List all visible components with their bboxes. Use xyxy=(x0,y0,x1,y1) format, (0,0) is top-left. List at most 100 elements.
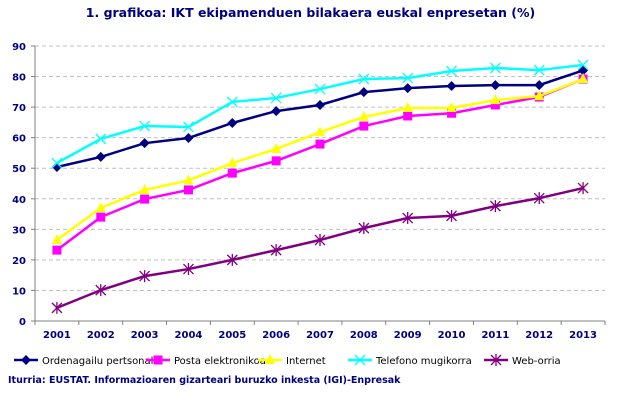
data-point-internet xyxy=(271,142,282,153)
data-point-internet xyxy=(402,102,413,113)
data-point-telefono-mugikorra xyxy=(270,92,282,104)
legend-label-posta-elektronikoa: Posta elektronikoa xyxy=(174,356,266,367)
data-point-posta-elektronikoa xyxy=(52,245,62,255)
y-tick-label: 60 xyxy=(12,134,26,145)
data-point-telefono-mugikorra xyxy=(95,133,107,145)
data-point-internet xyxy=(95,201,106,212)
data-point-telefono-mugikorra xyxy=(533,64,545,76)
x-tick-label: 2008 xyxy=(350,330,378,341)
legend-marker-telefono-mugikorra xyxy=(354,354,366,366)
data-point-internet xyxy=(358,110,369,121)
data-point-telefono-mugikorra xyxy=(226,96,238,108)
data-point-internet xyxy=(578,73,589,83)
y-tick-label: 90 xyxy=(12,42,26,53)
data-point-internet xyxy=(183,174,194,185)
series-line-ordenagailu-pertsonala xyxy=(56,69,584,169)
y-tick-label: 80 xyxy=(12,73,26,84)
data-point-ordenagailu-pertsonala xyxy=(271,106,282,117)
data-point-posta-elektronikoa xyxy=(447,108,457,118)
data-point-web-orria xyxy=(358,222,370,235)
data-point-posta-elektronikoa xyxy=(227,168,237,178)
x-tick-label: 2006 xyxy=(262,330,290,341)
x-tick-label: 2003 xyxy=(131,330,159,341)
y-tick-label: 40 xyxy=(12,195,26,206)
legend-label-ordenagailu-pertsonala: Ordenagailu pertsonala xyxy=(42,356,160,367)
data-point-internet xyxy=(227,157,238,168)
data-point-ordenagailu-pertsonala xyxy=(139,138,150,149)
data-point-telefono-mugikorra xyxy=(577,59,589,71)
data-point-internet xyxy=(490,94,501,105)
legend-marker-posta-elektronikoa xyxy=(153,355,163,365)
legend-label-telefono-mugikorra: Telefono mugikorra xyxy=(375,356,472,367)
x-tick-label: 2012 xyxy=(525,330,553,341)
data-point-telefono-mugikorra xyxy=(446,65,457,77)
x-tick-label: 2007 xyxy=(306,330,334,341)
data-point-ordenagailu-pertsonala xyxy=(402,83,413,94)
data-point-posta-elektronikoa xyxy=(403,111,413,121)
chart-title: 1. grafikoa: IKT ekipamenduen bilakaera … xyxy=(85,5,536,20)
data-point-web-orria xyxy=(402,212,414,225)
y-tick-label: 30 xyxy=(12,225,26,236)
x-tick-label: 2009 xyxy=(394,330,422,341)
data-point-posta-elektronikoa xyxy=(359,121,369,131)
data-point-web-orria xyxy=(489,200,501,213)
legend-label-internet: Internet xyxy=(286,356,326,367)
data-point-ordenagailu-pertsonala xyxy=(315,99,325,110)
data-point-telefono-mugikorra xyxy=(51,157,63,169)
y-tick-label: 50 xyxy=(12,164,26,175)
data-point-web-orria xyxy=(314,234,326,247)
data-point-web-orria xyxy=(183,263,194,276)
data-point-telefono-mugikorra xyxy=(358,73,370,85)
y-tick-label: 10 xyxy=(12,286,26,297)
data-point-web-orria xyxy=(95,284,107,297)
legend-label-web-orria: Web-orria xyxy=(512,356,561,367)
y-tick-label: 20 xyxy=(12,256,26,267)
x-tick-label: 2001 xyxy=(43,330,71,341)
data-point-web-orria xyxy=(226,253,238,266)
series-line-web-orria xyxy=(56,186,584,310)
data-point-web-orria xyxy=(270,244,282,257)
data-point-telefono-mugikorra xyxy=(489,62,501,74)
y-tick-label: 70 xyxy=(12,103,26,114)
data-point-telefono-mugikorra xyxy=(139,120,151,132)
data-point-ordenagailu-pertsonala xyxy=(490,80,501,91)
y-tick-label: 0 xyxy=(19,317,26,328)
data-point-internet xyxy=(446,102,457,113)
data-point-ordenagailu-pertsonala xyxy=(95,151,106,162)
data-point-ordenagailu-pertsonala xyxy=(51,162,62,172)
data-point-internet xyxy=(51,234,62,245)
x-tick-label: 2005 xyxy=(218,330,246,341)
x-tick-label: 2002 xyxy=(87,330,115,341)
data-point-telefono-mugikorra xyxy=(314,83,326,95)
data-point-ordenagailu-pertsonala xyxy=(534,80,545,91)
x-tick-label: 2013 xyxy=(569,330,597,341)
data-point-posta-elektronikoa xyxy=(315,139,325,149)
data-point-ordenagailu-pertsonala xyxy=(227,118,238,128)
legend-marker-web-orria xyxy=(490,354,502,366)
data-point-web-orria xyxy=(51,301,63,314)
data-point-web-orria xyxy=(139,270,151,283)
x-tick-label: 2011 xyxy=(481,330,509,341)
data-point-telefono-mugikorra xyxy=(402,72,414,84)
data-point-posta-elektronikoa xyxy=(271,156,281,166)
data-point-ordenagailu-pertsonala xyxy=(358,87,369,98)
data-point-web-orria xyxy=(446,209,457,222)
x-tick-label: 2010 xyxy=(438,330,466,341)
data-point-posta-elektronikoa xyxy=(140,194,150,204)
data-point-web-orria xyxy=(533,192,545,205)
data-point-posta-elektronikoa xyxy=(490,100,500,110)
data-point-web-orria xyxy=(577,182,589,195)
x-tick-label: 2004 xyxy=(175,330,203,341)
data-point-ordenagailu-pertsonala xyxy=(446,81,457,92)
data-point-internet xyxy=(139,183,150,194)
data-point-posta-elektronikoa xyxy=(183,185,193,195)
data-point-telefono-mugikorra xyxy=(183,121,194,133)
legend-marker-internet xyxy=(265,354,275,364)
data-point-internet xyxy=(315,126,325,137)
data-point-internet xyxy=(534,90,545,101)
legend-marker-ordenagailu-pertsonala xyxy=(21,355,31,365)
source-note: Iturria: EUSTAT. Informazioaren gizartea… xyxy=(8,375,401,386)
data-point-posta-elektronikoa xyxy=(96,212,106,222)
